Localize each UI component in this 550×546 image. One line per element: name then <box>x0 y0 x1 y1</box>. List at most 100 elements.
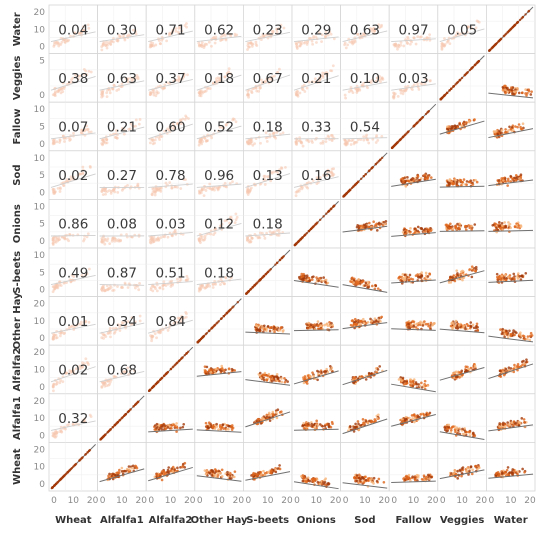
cell-alfalfa1-vs-sod <box>340 393 390 443</box>
x-tick-alfalfa2-0: 0 <box>148 496 154 506</box>
cell-onions-vs-alfalfa1 <box>97 198 147 249</box>
x-tick-fallow-2: 20 <box>427 496 439 506</box>
x-tick-s-beets-0: 0 <box>246 496 252 506</box>
y-tick-other-hay-1: 10 <box>34 317 46 327</box>
row-label-wheat: Wheat <box>12 448 23 485</box>
cell-sod-vs-onions <box>291 150 341 200</box>
col-label-sod: Sod <box>354 515 375 526</box>
cell-fallow-vs-fallow <box>388 101 439 152</box>
cell-water-vs-other-hay <box>194 4 244 54</box>
cell-wheat-vs-s-beets <box>242 441 293 492</box>
cell-wheat-vs-veggies <box>437 441 487 492</box>
cell-alfalfa2-vs-alfalfa1 <box>97 344 147 395</box>
x-tick-veggies-1: 10 <box>456 496 468 506</box>
y-tick-alfalfa1-1: 10 <box>34 414 46 424</box>
y-tick-veggies-1: 0 <box>39 91 45 101</box>
cell-s-beets-vs-sod <box>340 247 390 297</box>
x-tick-sod-0: 0 <box>343 496 349 506</box>
col-label-veggies: Veggies <box>440 515 485 526</box>
cell-other-hay-vs-sod <box>340 296 390 346</box>
cell-wheat-vs-other-hay <box>194 441 244 492</box>
cell-fallow-vs-alfalfa1 <box>97 101 147 152</box>
cell-alfalfa2-vs-sod <box>340 344 390 395</box>
cell-onions-vs-veggies <box>437 198 487 249</box>
cell-sod-vs-s-beets <box>242 150 293 200</box>
corr-fallow-other-hay: 0.52 <box>204 120 234 136</box>
y-tick-s-beets-0: 10 <box>34 251 46 261</box>
cell-other-hay-vs-s-beets <box>242 296 293 346</box>
row-label-onions: Onions <box>12 204 23 243</box>
cell-alfalfa1-vs-water <box>485 393 536 443</box>
row-label-alfalfa2: Alfalfa2 <box>12 348 23 392</box>
cell-alfalfa1-vs-alfalfa2 <box>145 393 196 443</box>
corr-veggies-s-beets: 0.67 <box>253 71 283 87</box>
cell-veggies-vs-s-beets <box>242 53 293 103</box>
y-tick-s-beets-1: 5 <box>39 268 45 278</box>
cell-alfalfa2-vs-veggies <box>437 344 487 395</box>
y-tick-onions-2: 0 <box>39 237 45 247</box>
corr-water-alfalfa2: 0.71 <box>155 22 185 38</box>
cell-alfalfa1-vs-veggies <box>437 393 487 443</box>
cell-s-beets-vs-water <box>485 247 536 297</box>
corr-water-wheat: 0.04 <box>58 22 88 38</box>
corr-fallow-alfalfa2: 0.60 <box>155 120 185 136</box>
x-tick-sod-1: 10 <box>359 496 371 506</box>
cell-other-hay-vs-veggies <box>437 296 487 346</box>
corr-other-hay-alfalfa2: 0.84 <box>155 314 185 330</box>
corr-sod-s-beets: 0.13 <box>253 168 283 184</box>
corr-veggies-onions: 0.21 <box>301 71 331 87</box>
corr-fallow-onions: 0.33 <box>301 120 331 136</box>
cell-alfalfa1-vs-fallow <box>388 393 439 443</box>
corr-other-hay-alfalfa1: 0.34 <box>107 314 137 330</box>
y-tick-fallow-1: 5 <box>39 123 45 133</box>
corr-fallow-alfalfa1: 0.21 <box>107 120 137 136</box>
x-tick-labels: 0 10 20 0 10 20 0 10 20 0 10 20 0 10 20 0 10 20 0 10 20 0 10 20… <box>51 496 536 506</box>
y-tick-labels: 20 10 0 5 0 10 5 0 10 5 0 10 5 0 10 5 0 20 10 0 20 10 0 20 10 0 20… <box>34 8 46 490</box>
cell-water-vs-veggies <box>437 4 487 54</box>
matrix-cells: 0.04 0.30 0.71 0.62 0.23 0.29 0.63 0.97 0.05 0.38… <box>48 4 536 492</box>
cell-sod-vs-water <box>485 150 536 200</box>
corr-water-fallow: 0.97 <box>398 22 428 38</box>
corr-s-beets-alfalfa2: 0.51 <box>155 265 185 281</box>
row-label-fallow: Fallow <box>12 109 23 145</box>
cell-fallow-vs-s-beets <box>242 101 293 152</box>
x-tick-water-2: 20 <box>524 496 536 506</box>
x-tick-alfalfa1-1: 10 <box>116 496 128 506</box>
corr-sod-onions: 0.16 <box>301 168 331 184</box>
col-label-wheat: Wheat <box>55 515 92 526</box>
corr-fallow-s-beets: 0.18 <box>253 120 283 136</box>
y-tick-water-2: 0 <box>39 43 45 53</box>
x-tick-water-0: 0 <box>489 496 495 506</box>
row-labels: Water Veggies Fallow Sod Onions S-beetsOther … <box>12 12 23 485</box>
corr-water-sod: 0.63 <box>350 22 380 38</box>
cell-alfalfa1-vs-other-hay <box>194 393 244 443</box>
cell-onions-vs-onions <box>291 198 341 249</box>
cell-fallow-vs-alfalfa2 <box>145 101 196 152</box>
cell-onions-vs-fallow <box>388 198 439 249</box>
y-tick-wheat-2: 0 <box>39 480 45 490</box>
cell-alfalfa1-vs-wheat <box>48 393 98 443</box>
cell-veggies-vs-alfalfa1 <box>97 53 147 103</box>
cell-sod-vs-fallow <box>388 150 439 200</box>
y-tick-sod-0: 10 <box>34 154 46 164</box>
corr-veggies-alfalfa1: 0.63 <box>107 71 137 87</box>
cell-veggies-vs-other-hay <box>194 53 244 103</box>
corr-fallow-sod: 0.54 <box>350 120 380 136</box>
y-tick-alfalfa1-2: 0 <box>39 431 45 441</box>
y-tick-wheat-0: 20 <box>34 445 46 455</box>
cell-sod-vs-other-hay <box>194 150 244 200</box>
cell-veggies-vs-wheat <box>48 53 98 103</box>
x-tick-wheat-1: 10 <box>68 496 80 506</box>
cell-alfalfa2-vs-s-beets <box>242 344 293 395</box>
corr-s-beets-wheat: 0.49 <box>58 265 88 281</box>
cell-s-beets-vs-veggies <box>437 247 487 297</box>
x-tick-other-hay-2: 20 <box>233 496 245 506</box>
corr-alfalfa2-wheat: 0.02 <box>58 363 88 379</box>
cell-onions-vs-water <box>485 198 536 249</box>
cell-veggies-vs-fallow <box>388 53 439 103</box>
y-tick-alfalfa2-0: 20 <box>34 348 46 358</box>
cell-alfalfa2-vs-other-hay <box>194 344 244 395</box>
cell-sod-vs-wheat <box>48 150 98 200</box>
cell-onions-vs-wheat <box>48 198 98 249</box>
